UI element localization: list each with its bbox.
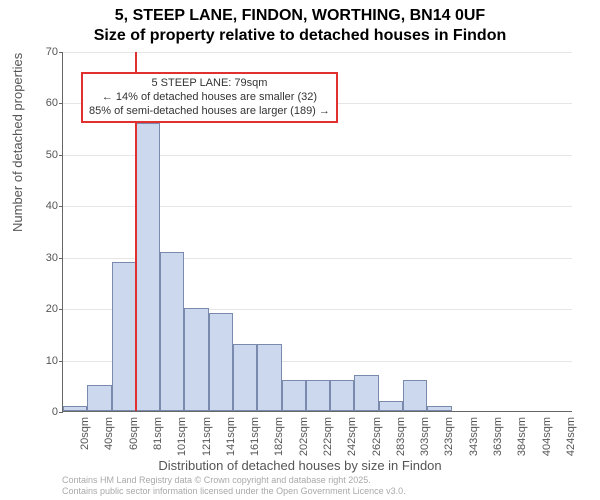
- ytick-label: 30: [30, 252, 58, 264]
- title-line1: 5, STEEP LANE, FINDON, WORTHING, BN14 0U…: [0, 6, 600, 26]
- histogram-bar: [257, 344, 281, 411]
- footer-attribution: Contains HM Land Registry data © Crown c…: [62, 475, 406, 497]
- xtick-label: 141sqm: [225, 417, 237, 456]
- ytick-label: 10: [30, 355, 58, 367]
- xtick-label: 182sqm: [273, 417, 285, 456]
- xtick-label: 222sqm: [322, 417, 334, 456]
- ytick-label: 50: [30, 149, 58, 161]
- annotation-line: 5 STEEP LANE: 79sqm: [89, 77, 330, 91]
- title-line2: Size of property relative to detached ho…: [0, 26, 600, 46]
- histogram-bar: [136, 123, 160, 411]
- xtick-label: 60sqm: [128, 417, 140, 450]
- histogram-bar: [354, 375, 378, 411]
- histogram-bar: [87, 385, 111, 411]
- y-axis-label: Number of detached properties: [10, 53, 25, 232]
- annotation-line: 85% of semi-detached houses are larger (…: [89, 105, 330, 119]
- histogram-bar: [209, 313, 233, 411]
- ytick-mark: [59, 412, 63, 413]
- xtick-label: 161sqm: [249, 417, 261, 456]
- histogram-bar: [427, 406, 451, 411]
- histogram-bar: [330, 380, 354, 411]
- xtick-label: 424sqm: [565, 417, 577, 456]
- xtick-label: 20sqm: [79, 417, 91, 450]
- footer-line2: Contains public sector information licen…: [62, 486, 406, 497]
- xtick-label: 242sqm: [346, 417, 358, 456]
- histogram-bar: [160, 252, 184, 411]
- histogram-bar: [282, 380, 306, 411]
- histogram-bar: [184, 308, 208, 411]
- xtick-label: 384sqm: [516, 417, 528, 456]
- ytick-label: 40: [30, 200, 58, 212]
- histogram-bar: [233, 344, 257, 411]
- xtick-label: 303sqm: [419, 417, 431, 456]
- histogram-bar: [112, 262, 136, 411]
- ytick-label: 60: [30, 97, 58, 109]
- ytick-mark: [59, 258, 63, 259]
- xtick-label: 262sqm: [371, 417, 383, 456]
- xtick-label: 283sqm: [395, 417, 407, 456]
- annotation-box: 5 STEEP LANE: 79sqm← 14% of detached hou…: [81, 72, 338, 123]
- plot-region: 20sqm40sqm60sqm81sqm101sqm121sqm141sqm16…: [62, 52, 572, 412]
- ytick-label: 0: [30, 406, 58, 418]
- xtick-label: 343sqm: [468, 417, 480, 456]
- chart-title: 5, STEEP LANE, FINDON, WORTHING, BN14 0U…: [0, 0, 600, 46]
- ytick-mark: [59, 361, 63, 362]
- ytick-label: 20: [30, 303, 58, 315]
- annotation-line: ← 14% of detached houses are smaller (32…: [89, 91, 330, 105]
- histogram-bar: [403, 380, 427, 411]
- xtick-label: 101sqm: [176, 417, 188, 456]
- ytick-mark: [59, 155, 63, 156]
- xtick-label: 363sqm: [492, 417, 504, 456]
- xtick-label: 323sqm: [443, 417, 455, 456]
- histogram-bar: [306, 380, 330, 411]
- gridline: [63, 52, 572, 53]
- xtick-label: 81sqm: [152, 417, 164, 450]
- ytick-mark: [59, 309, 63, 310]
- footer-line1: Contains HM Land Registry data © Crown c…: [62, 475, 406, 486]
- chart-area: 20sqm40sqm60sqm81sqm101sqm121sqm141sqm16…: [62, 52, 572, 412]
- xtick-label: 404sqm: [541, 417, 553, 456]
- histogram-bar: [379, 401, 403, 411]
- ytick-mark: [59, 206, 63, 207]
- xtick-label: 40sqm: [103, 417, 115, 450]
- ytick-mark: [59, 103, 63, 104]
- histogram-bar: [63, 406, 87, 411]
- x-axis-label: Distribution of detached houses by size …: [0, 458, 600, 473]
- ytick-label: 70: [30, 46, 58, 58]
- ytick-mark: [59, 52, 63, 53]
- xtick-label: 202sqm: [298, 417, 310, 456]
- xtick-label: 121sqm: [201, 417, 213, 456]
